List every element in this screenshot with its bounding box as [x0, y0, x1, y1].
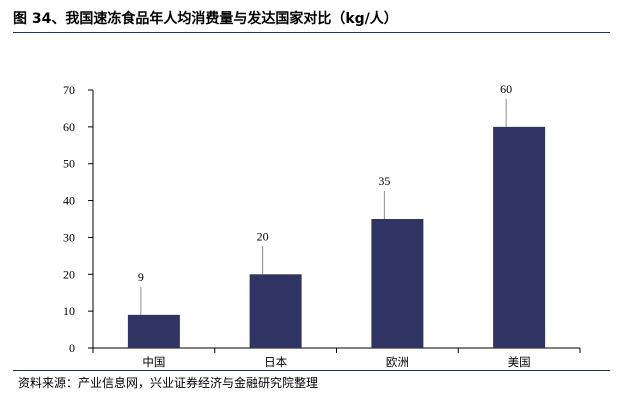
- y-tick-label: 20: [63, 267, 75, 281]
- x-category-label: 日本: [264, 355, 287, 369]
- source-note: 资料来源：产业信息网，兴业证券经济与金融研究院整理: [18, 376, 319, 390]
- bar: [249, 274, 302, 348]
- bottom-rule: [13, 370, 610, 371]
- y-tick-label: 70: [63, 83, 75, 97]
- y-tick-label: 30: [63, 230, 75, 244]
- bar: [127, 314, 180, 348]
- data-label: 60: [500, 82, 512, 96]
- data-label: 20: [257, 229, 269, 243]
- y-tick-label: 10: [63, 304, 75, 318]
- bar: [371, 219, 424, 348]
- title-bar: 图 34、我国速冻食品年人均消费量与发达国家对比（kg/人）: [13, 6, 610, 33]
- x-category-label: 中国: [142, 355, 165, 369]
- y-tick-label: 60: [63, 120, 75, 134]
- y-tick-label: 50: [63, 157, 75, 171]
- data-label: 35: [378, 174, 390, 188]
- x-category-label: 欧洲: [386, 355, 409, 369]
- x-category-label: 美国: [508, 355, 531, 369]
- data-label: 9: [138, 270, 144, 284]
- bar-chart: 0 10 20 30 40 50 60 70 9 中国 20 日本 35 欧洲 60 美国: [63, 82, 581, 369]
- y-tick-label: 40: [63, 194, 75, 208]
- chart-title: 图 34、我国速冻食品年人均消费量与发达国家对比（kg/人）: [13, 11, 398, 27]
- bar: [493, 126, 546, 348]
- y-tick-label: 0: [69, 341, 75, 355]
